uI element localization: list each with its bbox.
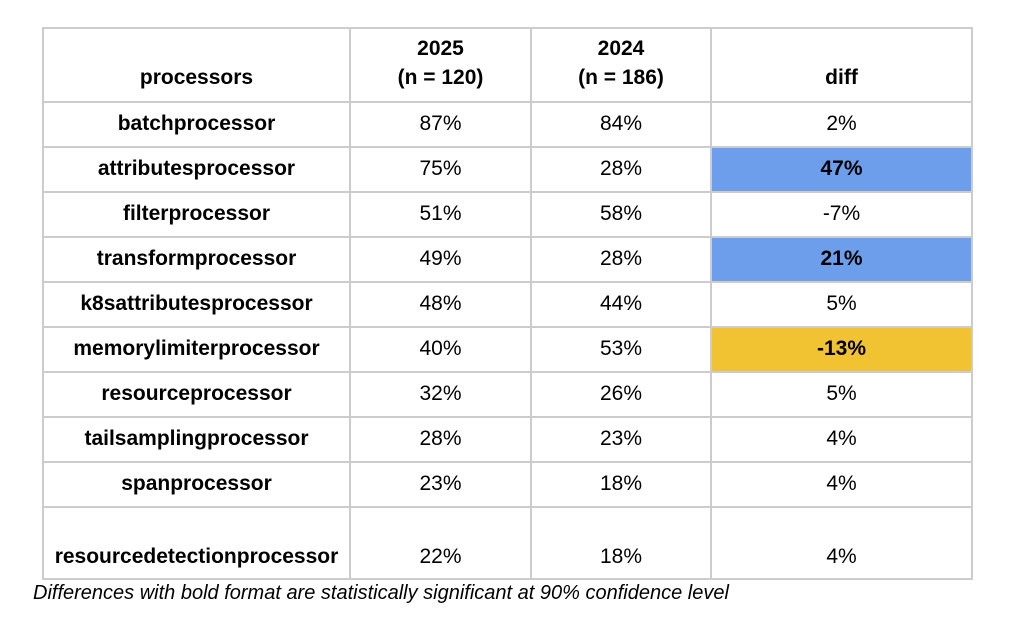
column-header-year: 2024 — [597, 37, 645, 61]
diff-cell: 2% — [710, 101, 973, 148]
processor-name-cell: memorylimiterprocessor — [42, 326, 351, 373]
column-header-year: 2025 — [417, 37, 464, 61]
column-header-label: diff — [825, 65, 858, 89]
table-row-filterprocessor: filterprocessor 51% 58% -7% — [42, 191, 973, 238]
table-row-tailsamplingprocessor: tailsamplingprocessor 28% 23% 4% — [42, 416, 973, 463]
value-2025-cell: 28% — [349, 416, 532, 463]
value-2025-cell: 22% — [349, 506, 532, 580]
value-2025-cell: 23% — [349, 461, 532, 508]
value-2024-cell: 84% — [530, 101, 712, 148]
value-2024-cell: 18% — [530, 461, 712, 508]
value-2024-cell: 18% — [530, 506, 712, 580]
value-2025-cell: 87% — [349, 101, 532, 148]
processor-name-cell: filterprocessor — [42, 191, 351, 238]
value-2025-cell: 48% — [349, 281, 532, 328]
value-2024-cell: 26% — [530, 371, 712, 418]
diff-cell: -7% — [710, 191, 973, 238]
diff-cell: 5% — [710, 371, 973, 418]
processor-name-cell: resourceprocessor — [42, 371, 351, 418]
footnote: Differences with bold format are statist… — [33, 582, 729, 604]
table-row-transformprocessor: transformprocessor 49% 28% 21% — [42, 236, 973, 283]
column-header-processors: processors — [42, 27, 351, 103]
diff-cell: 4% — [710, 461, 973, 508]
value-2024-cell: 53% — [530, 326, 712, 373]
processors-comparison-table: processors 2025 (n = 120) 2024 (n = 186) d… — [42, 27, 973, 580]
value-2025-cell: 51% — [349, 191, 532, 238]
column-header-sample-size: (n = 186) — [578, 65, 664, 89]
diff-cell-highlighted-blue: 21% — [710, 236, 973, 283]
value-2025-cell: 32% — [349, 371, 532, 418]
processor-name-cell: attributesprocessor — [42, 146, 351, 193]
column-header-label: processors — [139, 65, 254, 89]
column-header-diff: diff — [710, 27, 973, 103]
value-2024-cell: 28% — [530, 236, 712, 283]
table-row-resourcedetectionprocessor: resourcedetectionproces​sor 22% 18% 4% — [42, 506, 973, 580]
diff-cell: 5% — [710, 281, 973, 328]
value-2025-cell: 40% — [349, 326, 532, 373]
table-row-k8sattributesprocessor: k8sattributesprocessor 48% 44% 5% — [42, 281, 973, 328]
processor-name-cell: tailsamplingprocessor — [42, 416, 351, 463]
table-row-spanprocessor: spanprocessor 23% 18% 4% — [42, 461, 973, 508]
diff-cell: 4% — [710, 506, 973, 580]
value-2025-cell: 49% — [349, 236, 532, 283]
column-header-2024: 2024 (n = 186) — [530, 27, 712, 103]
value-2024-cell: 44% — [530, 281, 712, 328]
column-header-2025: 2025 (n = 120) — [349, 27, 532, 103]
table-row-memorylimiterprocessor: memorylimiterprocessor 40% 53% -13% — [42, 326, 973, 373]
processor-name-cell: transformprocessor — [42, 236, 351, 283]
table-row-resourceprocessor: resourceprocessor 32% 26% 5% — [42, 371, 973, 418]
diff-cell: 4% — [710, 416, 973, 463]
table-row-batchprocessor: batchprocessor 87% 84% 2% — [42, 101, 973, 148]
column-header-sample-size: (n = 120) — [397, 65, 484, 89]
processor-name-cell: resourcedetectionproces​sor — [42, 506, 351, 580]
value-2024-cell: 23% — [530, 416, 712, 463]
diff-cell-highlighted-gold: -13% — [710, 326, 973, 373]
processor-name-cell: spanprocessor — [42, 461, 351, 508]
header-row: processors 2025 (n = 120) 2024 (n = 186) d… — [42, 27, 973, 103]
table-row-attributesprocessor: attributesprocessor 75% 28% 47% — [42, 146, 973, 193]
diff-cell-highlighted-blue: 47% — [710, 146, 973, 193]
processor-name-cell: batchprocessor — [42, 101, 351, 148]
value-2024-cell: 58% — [530, 191, 712, 238]
processor-name-cell: k8sattributesprocessor — [42, 281, 351, 328]
value-2024-cell: 28% — [530, 146, 712, 193]
value-2025-cell: 75% — [349, 146, 532, 193]
